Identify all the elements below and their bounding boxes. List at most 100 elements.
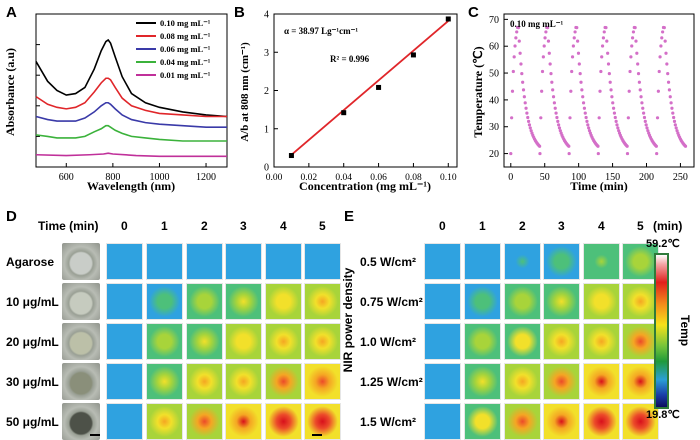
chart-c-data-point xyxy=(645,126,649,130)
chart-c-data-point xyxy=(517,39,521,43)
panel-e: 0 1 2 3 4 5 (min) NIR power density 0.5 W/cm²… xyxy=(340,205,700,440)
chart-c-data-point xyxy=(610,95,614,99)
chart-c-data-point xyxy=(665,62,669,66)
chart-c-data-point xyxy=(628,69,632,74)
thermal-image-cell xyxy=(622,363,659,400)
thermal-image-cell xyxy=(225,403,262,440)
thermal-image-cell xyxy=(146,323,183,360)
thermal-image-cell xyxy=(543,283,580,320)
thermal-image-cell xyxy=(265,243,302,280)
chart-c-data-point xyxy=(600,44,605,48)
chart-b-data-point xyxy=(410,52,416,58)
chart-c-data-point xyxy=(552,101,556,105)
chart-c-data-point xyxy=(545,26,550,30)
chart-c-data-point xyxy=(664,51,668,55)
panel-d-row-label: Agarose xyxy=(6,255,55,269)
chart-c-data-point xyxy=(521,80,525,84)
chart-c-data-point xyxy=(671,111,675,115)
chart-b-xtick-label: 0.10 xyxy=(440,173,457,183)
panel-d: Time (min) 0 1 2 3 4 5 Agarose 10 μg/mL 20 μg/m… xyxy=(0,205,341,440)
thermal-image-cell xyxy=(504,363,541,400)
thermal-image-cell xyxy=(146,403,183,440)
panel-e-time-2: 2 xyxy=(519,219,526,233)
chart-b-ytick-label: 3 xyxy=(264,48,269,59)
panel-e-row-label: 1.25 W/cm² xyxy=(360,375,423,389)
chart-c-data-point xyxy=(526,115,530,120)
chart-c-data-point xyxy=(630,36,635,40)
chart-c-data-point xyxy=(584,115,588,120)
thermal-image-cell xyxy=(583,323,620,360)
chart-c-data-point xyxy=(601,36,606,40)
chart-c-data-point xyxy=(625,151,630,156)
thermal-image-cell xyxy=(304,283,341,320)
vial-photo xyxy=(62,363,100,400)
thermal-image-cell xyxy=(622,323,659,360)
chart-c-data-point xyxy=(583,111,587,115)
thermal-image-cell xyxy=(504,243,541,280)
chart-c-data-point xyxy=(581,95,585,99)
thermal-image-cell xyxy=(464,243,501,280)
chart-c-data-point xyxy=(544,30,548,34)
chart-c-data-point xyxy=(558,129,562,133)
chart-c-data-point xyxy=(525,111,529,115)
chart-c-xtick-label: 150 xyxy=(605,172,620,183)
chart-c-data-point xyxy=(582,106,587,110)
thermal-image-cell xyxy=(304,363,341,400)
panel-d-row-label: 10 μg/mL xyxy=(6,295,59,309)
chart-c-data-point xyxy=(643,119,647,123)
chart-c-data-point xyxy=(639,95,643,99)
chart-c-data-point xyxy=(526,119,531,123)
panel-e-time-0: 0 xyxy=(439,219,446,233)
thermal-image-cell xyxy=(225,283,262,320)
chart-c-data-point xyxy=(521,88,526,92)
chart-b-ytick-label: 1 xyxy=(264,124,269,135)
chart-c-data-point xyxy=(633,26,637,30)
chart-a-frame xyxy=(35,13,228,168)
chart-c-data-point xyxy=(539,116,543,120)
chart-c-data-point xyxy=(543,36,547,40)
chart-c-ytick-label: 70 xyxy=(489,15,499,26)
chart-c-data-point xyxy=(587,129,592,133)
chart-b-ylabel: A/b at 808 nm (cm⁻¹) xyxy=(239,42,251,142)
chart-c-data-point xyxy=(663,39,667,43)
chart-c-xtick-label: 200 xyxy=(639,172,654,183)
chart-c-ytick-label: 30 xyxy=(489,122,499,133)
panel-e-unit: (min) xyxy=(653,219,683,233)
chart-c-data-point xyxy=(662,26,666,30)
panel-letter-b: B xyxy=(234,4,245,21)
chart-c-data-point xyxy=(577,62,581,66)
panel-e-axis-label: NIR power density xyxy=(341,267,355,373)
thermal-image-cell xyxy=(186,323,223,360)
chart-a-xtick-label: 800 xyxy=(105,172,120,183)
panel-d-row-label: 50 μg/mL xyxy=(6,415,59,429)
chart-c-data-point xyxy=(598,89,602,93)
chart-c-data-point xyxy=(538,144,542,148)
chart-c-data-point xyxy=(569,89,573,93)
thermal-image-cell xyxy=(106,403,143,440)
panel-e-time-1: 1 xyxy=(479,219,486,233)
thermal-image-cell xyxy=(464,283,501,320)
chart-c-data-point xyxy=(557,126,562,130)
thermal-image-cell xyxy=(186,243,223,280)
chart-c-data-point xyxy=(660,36,664,40)
chart-c-data-point xyxy=(557,123,561,127)
chart-c-data-point xyxy=(550,80,554,84)
thermal-image-cell xyxy=(424,283,461,320)
temp-colorbar xyxy=(654,253,669,409)
chart-c-data-point xyxy=(614,119,618,123)
chart-c-data-point xyxy=(553,106,557,110)
chart-c-data-point xyxy=(629,55,633,59)
thermal-image-cell xyxy=(225,323,262,360)
chart-b-data-point xyxy=(376,84,382,90)
thermal-image-cell xyxy=(583,283,620,320)
thermal-image-cell xyxy=(265,363,302,400)
thermal-image-cell xyxy=(504,323,541,360)
chart-b-xtick-label: 0.00 xyxy=(266,173,283,183)
chart-c-data-point xyxy=(654,144,658,148)
thermal-image-cell xyxy=(543,323,580,360)
chart-c-data-point xyxy=(637,80,641,84)
chart-a-series-line xyxy=(35,101,227,129)
chart-b-ytick-label: 0 xyxy=(264,163,269,174)
chart-c-data-point xyxy=(541,55,545,59)
chart-a-legend-label: 0.04 mg mL⁻¹ xyxy=(160,57,211,67)
